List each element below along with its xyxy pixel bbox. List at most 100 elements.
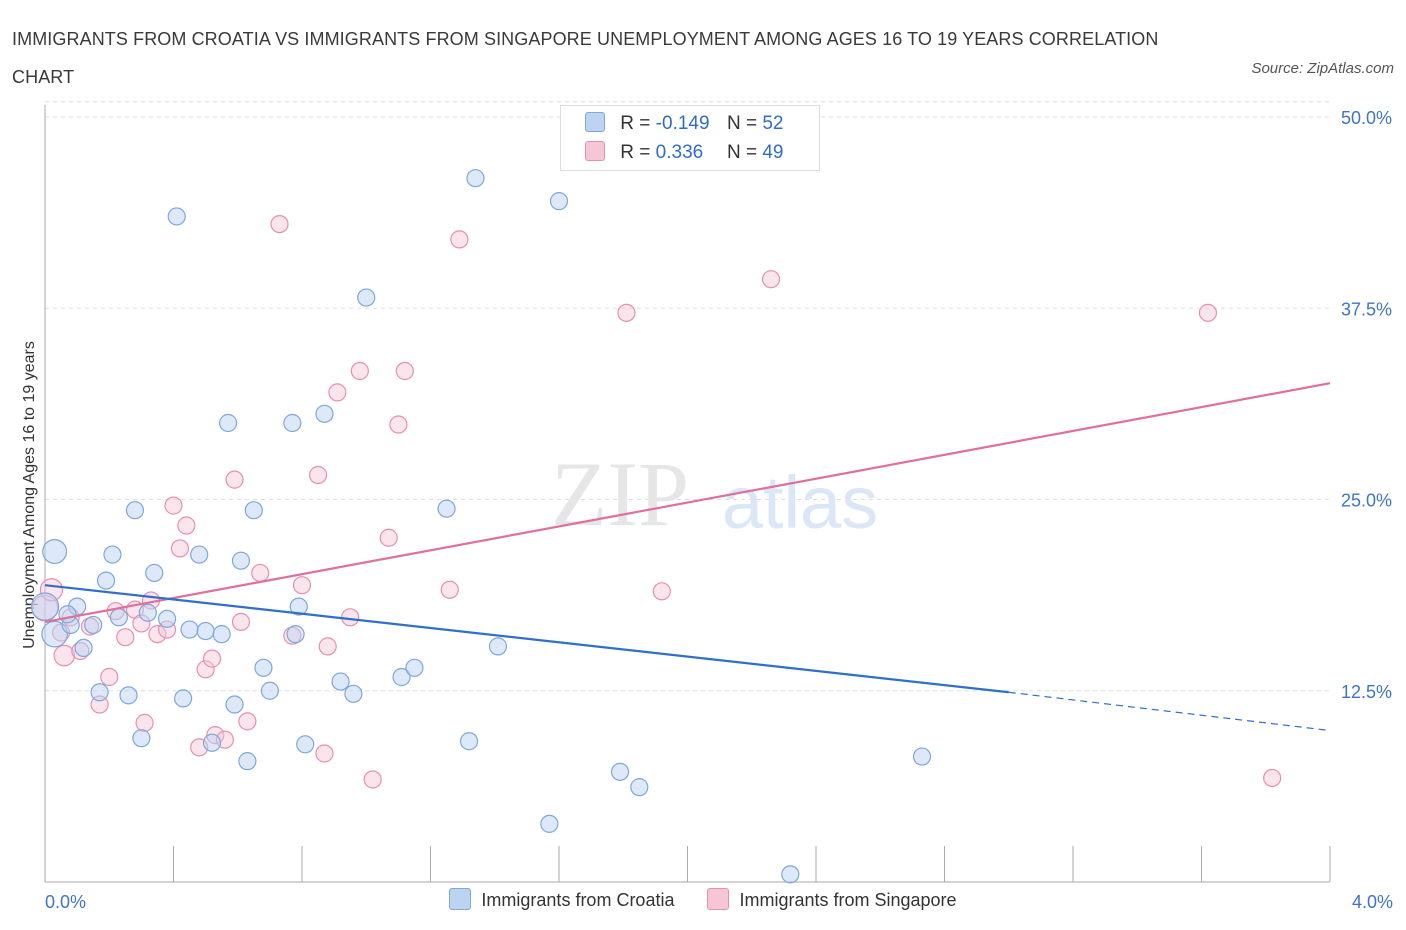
data-point-croatia — [138, 603, 157, 622]
legend-item-croatia[interactable]: Immigrants from Croatia — [449, 888, 674, 911]
data-point-croatia — [296, 735, 315, 754]
series-singapore-points — [31, 215, 1282, 789]
r-label: R = — [620, 113, 651, 134]
data-point-singapore — [202, 649, 222, 668]
data-point-singapore — [389, 415, 408, 434]
croatia-n-value: 52 — [762, 113, 784, 134]
data-point-croatia — [74, 638, 93, 658]
trend-line-croatia-extension — [1008, 691, 1331, 732]
croatia-r-value: -0.149 — [655, 113, 710, 134]
data-point-croatia — [174, 689, 193, 708]
data-point-croatia — [344, 684, 363, 703]
data-point-singapore — [225, 470, 244, 489]
data-point-croatia — [781, 865, 800, 884]
data-point-croatia — [202, 733, 222, 752]
series-croatia-points — [30, 169, 932, 884]
trend-line-singapore — [44, 382, 1331, 623]
data-point-singapore — [379, 528, 398, 547]
data-point-croatia — [488, 637, 508, 656]
data-point-croatia — [244, 501, 263, 520]
legend-label-croatia: Immigrants from Croatia — [481, 890, 675, 910]
data-point-croatia — [540, 814, 559, 833]
data-point-singapore — [53, 644, 76, 667]
data-point-croatia — [225, 695, 244, 714]
data-point-singapore — [292, 576, 312, 595]
data-point-croatia — [196, 621, 215, 641]
data-point-singapore — [350, 361, 369, 381]
data-point-croatia — [912, 747, 932, 766]
singapore-swatch — [585, 141, 605, 161]
grid-lines — [45, 101, 1330, 692]
data-point-singapore — [440, 580, 459, 599]
stats-box: R = -0.149 N = 52 R = 0.336 N = 49 — [560, 105, 820, 171]
data-point-singapore — [450, 230, 469, 249]
data-point-croatia — [610, 762, 630, 781]
watermark-atlas: atlas — [722, 461, 878, 544]
data-point-singapore — [231, 612, 251, 632]
y-tick-label: 25.0% — [1341, 491, 1392, 511]
x-tick-label: 4.0% — [1352, 892, 1393, 912]
legend-item-singapore[interactable]: Immigrants from Singapore — [707, 888, 957, 911]
data-point-singapore — [116, 628, 135, 647]
data-point-croatia — [238, 752, 257, 771]
singapore-legend-swatch — [707, 888, 730, 910]
legend-label-singapore: Immigrants from Singapore — [739, 890, 957, 910]
data-point-croatia — [125, 501, 145, 520]
r-label: R = — [620, 142, 651, 163]
data-point-singapore — [164, 496, 183, 515]
data-point-singapore — [177, 516, 196, 535]
data-point-singapore — [251, 563, 270, 583]
x-tick-label: 0.0% — [45, 892, 86, 912]
data-point-croatia — [392, 667, 411, 687]
data-point-singapore — [315, 744, 334, 763]
n-label: N = — [726, 113, 758, 134]
data-point-singapore — [328, 383, 347, 402]
data-point-croatia — [190, 545, 209, 564]
data-point-croatia — [84, 615, 103, 635]
data-point-croatia — [254, 658, 273, 677]
data-point-croatia — [315, 404, 334, 423]
watermark-zip: ZIP — [551, 443, 689, 545]
data-point-croatia — [405, 658, 424, 677]
data-point-singapore — [170, 539, 190, 558]
data-point-croatia — [283, 413, 302, 433]
data-point-singapore — [100, 667, 119, 687]
y-tick-label: 12.5% — [1341, 682, 1392, 702]
data-point-croatia — [286, 625, 305, 644]
data-point-singapore — [761, 270, 781, 289]
chart-title: IMMIGRANTS FROM CROATIA VS IMMIGRANTS FR… — [12, 29, 1159, 87]
data-point-singapore — [652, 582, 671, 601]
trend-lines — [44, 382, 1331, 732]
data-point-singapore — [363, 770, 382, 789]
tick-labels: 12.5% 25.0% 37.5% 50.0% 0.0% 4.0% — [45, 108, 1393, 912]
data-point-croatia — [90, 683, 109, 702]
data-point-croatia — [331, 672, 350, 691]
y-tick-label: 50.0% — [1341, 108, 1392, 128]
n-label: N = — [726, 142, 758, 163]
data-point-singapore — [318, 637, 337, 656]
data-point-croatia — [459, 732, 479, 751]
data-point-croatia — [219, 413, 238, 433]
data-point-croatia — [41, 620, 68, 648]
chart-legend: Immigrants from Croatia Immigrants from … — [0, 888, 1406, 911]
data-point-singapore — [341, 608, 360, 627]
data-point-croatia — [157, 609, 177, 628]
data-point-croatia — [132, 729, 151, 748]
data-point-croatia — [109, 608, 128, 627]
croatia-swatch — [585, 112, 605, 132]
data-point-croatia — [103, 545, 122, 564]
data-point-croatia — [145, 563, 164, 583]
data-point-singapore — [135, 713, 154, 732]
watermark: ZIP atlas — [551, 443, 878, 545]
data-point-croatia — [167, 207, 186, 226]
stats-row-singapore: R = 0.336 N = 49 — [585, 138, 828, 168]
trend-line-croatia — [44, 584, 1009, 694]
croatia-legend-swatch — [449, 888, 472, 910]
data-point-croatia — [289, 597, 308, 616]
data-point-croatia — [549, 192, 569, 211]
data-point-singapore — [238, 712, 257, 731]
chart-source: Source: ZipAtlas.com — [1251, 60, 1394, 77]
data-point-croatia — [30, 592, 60, 621]
singapore-r-value: 0.336 — [655, 142, 704, 163]
